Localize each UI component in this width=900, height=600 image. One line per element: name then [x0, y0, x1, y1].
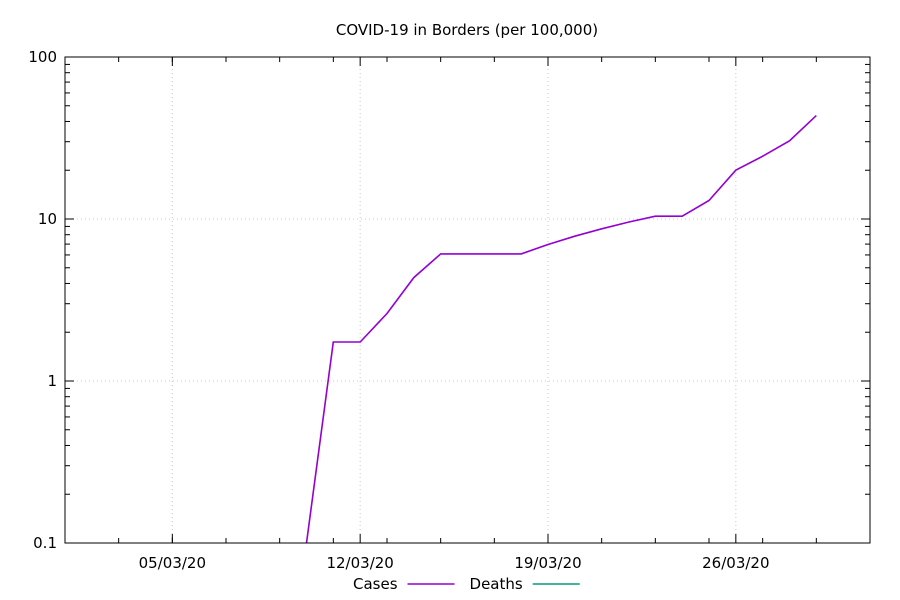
tick-labels: 05/03/20 12/03/20 19/03/20 26/03/20 0.1 1 10 10… — [28, 48, 769, 572]
series-line-cases — [305, 115, 817, 543]
plot-area-border — [64, 56, 871, 544]
chart-title: COVID-19 in Borders (per 100,000) — [336, 21, 598, 39]
x-tick-label: 19/03/20 — [514, 554, 581, 572]
legend-label-deaths: Deaths — [470, 575, 523, 593]
y-tick-label: 0.1 — [33, 534, 57, 552]
grid — [65, 57, 870, 543]
x-tick-label: 05/03/20 — [139, 554, 206, 572]
series-lines — [305, 115, 817, 543]
y-tick-label: 10 — [38, 210, 57, 228]
y-tick-label: 100 — [28, 48, 57, 66]
axis-ticks — [65, 56, 870, 544]
legend-label-cases: Cases — [353, 575, 398, 593]
x-tick-label: 12/03/20 — [326, 554, 393, 572]
x-tick-label: 26/03/20 — [702, 554, 769, 572]
y-tick-label: 1 — [47, 372, 57, 390]
legend: Cases Deaths — [353, 575, 580, 593]
